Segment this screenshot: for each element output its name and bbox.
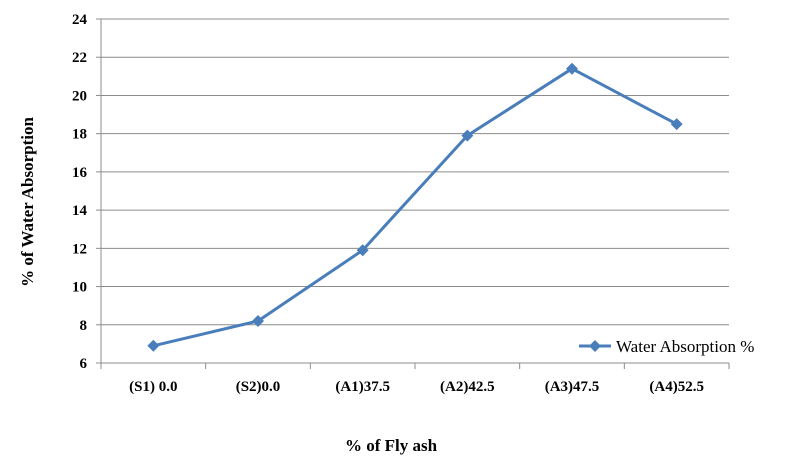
series-line (152, 67, 678, 348)
x-axis-title: % of Fly ash (345, 436, 438, 455)
axes (96, 18, 730, 369)
legend-series-label: Water Absorption % (616, 337, 754, 356)
y-tick-label: 8 (80, 318, 88, 334)
x-tick-label: (A1)37.5 (335, 379, 390, 395)
data-point (147, 339, 160, 352)
y-tick-label: 10 (72, 280, 87, 296)
y-tick-label: 12 (72, 241, 87, 257)
data-point (566, 62, 578, 75)
x-tick-label: (A3)47.5 (545, 379, 600, 395)
data-point (670, 118, 683, 131)
data-point (356, 244, 369, 257)
data-point (252, 314, 264, 327)
y-tick-label: 20 (72, 88, 87, 104)
y-tick-label: 6 (80, 356, 88, 372)
y-axis-title: % of Water Absorption (18, 117, 37, 287)
y-tick-label: 18 (72, 127, 87, 143)
x-tick-label: (S1) 0.0 (129, 379, 177, 395)
data-points (147, 62, 683, 352)
grid-lines (101, 18, 729, 326)
x-tick-label: (S2)0.0 (236, 379, 281, 395)
y-tick-label: 14 (72, 203, 88, 219)
y-tick-label: 16 (72, 165, 88, 181)
tick-labels: 6 8 10 12 14 16 18 20 22 24 (S1) 0.0 (S2)0.0 (A1)37.… (72, 12, 704, 395)
x-tick-label: (A4)52.5 (649, 379, 704, 395)
data-point (461, 129, 474, 142)
legend-series-marker (589, 340, 601, 352)
legend: Water Absorption % (579, 337, 754, 356)
x-tick-label: (A2)42.5 (440, 379, 495, 395)
y-tick-label: 22 (72, 50, 87, 66)
y-tick-label: 24 (72, 12, 88, 28)
series-lines (152, 67, 678, 348)
